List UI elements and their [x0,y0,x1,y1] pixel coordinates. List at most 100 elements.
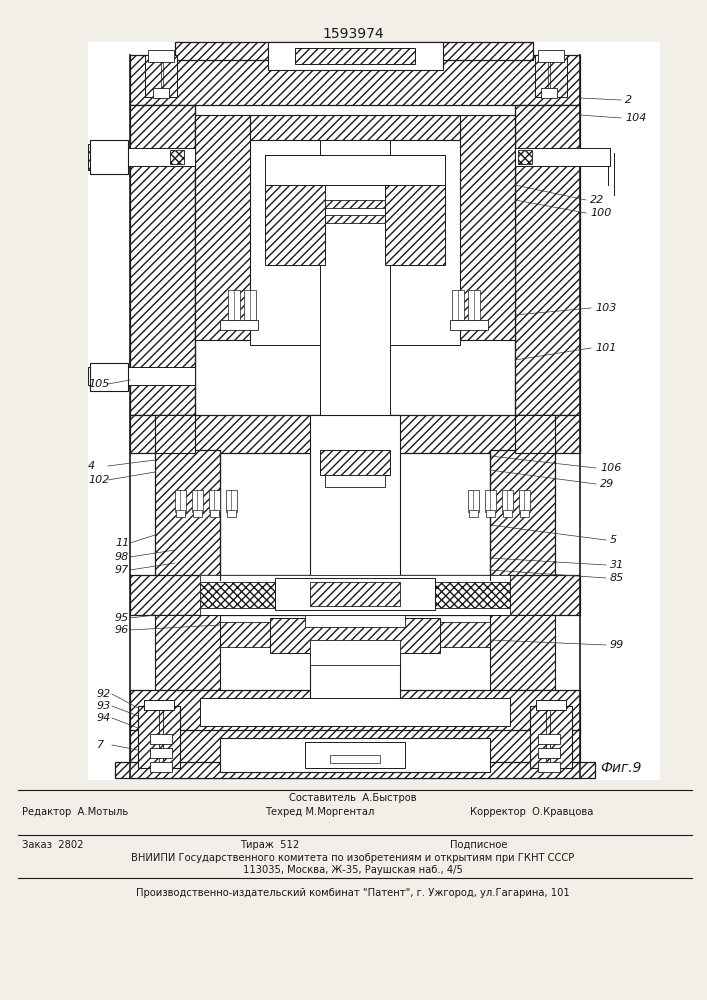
Text: Заказ  2802: Заказ 2802 [22,840,83,850]
Bar [515,105,580,415]
Bar [155,415,195,453]
Text: 100: 100 [590,208,612,218]
Bar [175,490,186,512]
Bar [538,748,560,758]
Bar [320,140,390,415]
Bar [452,290,464,320]
Text: 4: 4 [88,461,95,471]
Bar [385,155,445,265]
Text: 96: 96 [115,625,129,635]
Text: Составитель  А.Быстров: Составитель А.Быстров [289,793,417,803]
Bar [88,367,195,385]
Bar [130,105,195,415]
Bar [305,615,405,627]
Bar [195,115,250,340]
Text: 1593974: 1593974 [322,27,384,41]
Bar [270,618,440,653]
Bar [130,415,580,453]
Text: 11: 11 [115,538,129,548]
Bar [310,415,400,700]
Text: 113035, Москва, Ж-35, Раушская наб., 4/5: 113035, Москва, Ж-35, Раушская наб., 4/5 [243,865,463,875]
Bar [200,575,510,615]
Bar [469,510,478,517]
Text: 22: 22 [590,195,604,205]
Bar [88,42,660,780]
Bar [486,510,495,517]
Text: 104: 104 [625,113,646,123]
Bar [138,706,180,768]
Bar [220,615,490,690]
Bar [265,155,445,185]
Text: 31: 31 [610,560,624,570]
Bar [130,690,580,732]
Bar [175,42,533,60]
Bar [200,698,510,726]
Bar [310,582,400,606]
Bar [519,490,530,512]
Bar [305,742,405,768]
Text: Техред М.Моргентал: Техред М.Моргентал [265,807,375,817]
Bar [193,510,202,517]
Bar [90,140,128,174]
Bar [515,148,610,166]
Bar [330,755,380,763]
Bar [195,105,515,415]
Bar [520,510,529,517]
Bar [275,578,435,610]
Bar [244,290,256,320]
Text: Подписное: Подписное [450,840,508,850]
Bar [209,490,220,512]
Bar [325,475,385,487]
Text: 102: 102 [88,475,110,485]
Bar [200,582,275,608]
Bar [250,115,460,140]
Text: 95: 95 [115,613,129,623]
Bar [541,88,557,98]
Bar [155,615,220,690]
Bar [320,450,390,475]
Bar [325,200,385,208]
Bar [468,290,480,320]
Bar [268,42,443,70]
Bar [88,148,195,166]
Bar [220,622,270,647]
Bar [228,290,240,320]
Text: 105: 105 [88,379,110,389]
Text: 97: 97 [115,565,129,575]
Text: 101: 101 [595,343,617,353]
Text: 2: 2 [625,95,632,105]
Text: 85: 85 [610,573,624,583]
Text: 5: 5 [610,535,617,545]
Bar [468,490,479,512]
Bar [450,320,488,330]
Bar [265,155,325,265]
Text: 99: 99 [610,640,624,650]
Text: Редактор  А.Мотыль: Редактор А.Мотыль [22,807,128,817]
Text: Фиг.9: Фиг.9 [600,761,641,775]
Bar [538,50,564,62]
Bar [538,762,560,772]
Bar [150,762,172,772]
Text: 7: 7 [97,740,104,750]
Bar [153,88,169,98]
Text: Корректор  О.Кравцова: Корректор О.Кравцова [470,807,593,817]
Bar [148,50,174,62]
Bar [130,55,580,105]
Bar [485,490,496,512]
Bar [503,510,512,517]
Bar [518,150,532,164]
Bar [210,510,219,517]
Bar [536,700,566,710]
Bar [192,490,203,512]
Bar [490,615,555,690]
Bar [440,622,490,647]
Bar [435,582,510,608]
Bar [295,48,415,64]
Bar [220,738,490,772]
Bar [145,55,177,97]
Bar [490,450,555,580]
Text: 98: 98 [115,552,129,562]
Text: ВНИИПИ Государственного комитета по изобретениям и открытиям при ГКНТ СССР: ВНИИПИ Государственного комитета по изоб… [132,853,575,863]
Bar [144,700,174,710]
Text: 92: 92 [97,689,111,699]
